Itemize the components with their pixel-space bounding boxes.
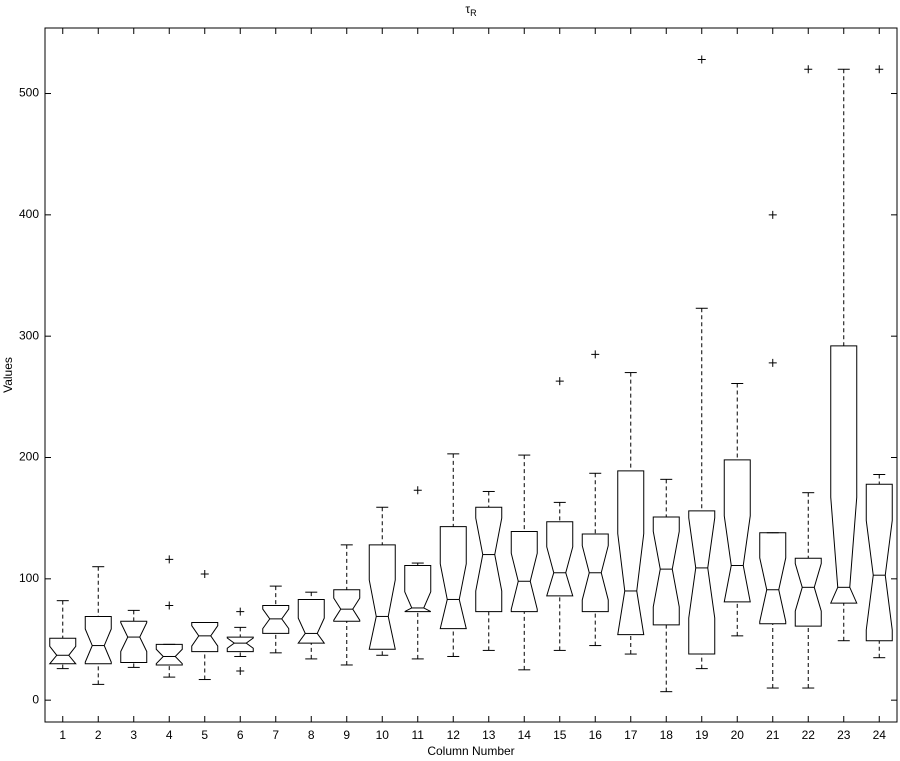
outlier [591,350,600,359]
box [191,622,219,653]
box [617,470,645,636]
box [510,531,538,613]
box [688,510,716,655]
x-tick-label: 23 [837,728,851,742]
box [759,532,787,625]
y-tick-label: 300 [19,328,39,342]
title-main: τ [465,2,470,16]
outlier [768,358,777,367]
box [404,564,432,613]
x-tick-label: 17 [624,728,638,742]
outlier [804,65,813,74]
outlier [697,55,706,64]
x-tick-label: 4 [166,728,173,742]
x-tick-label: 10 [376,728,390,742]
outlier [236,667,245,676]
outlier [768,210,777,219]
x-tick-label: 18 [660,728,674,742]
x-tick-label: 14 [518,728,532,742]
box [829,345,858,604]
box [120,620,148,664]
y-tick-label: 400 [19,207,39,221]
x-tick-label: 21 [766,728,780,742]
outlier [413,486,422,495]
box [226,636,254,653]
x-tick-label: 5 [201,728,208,742]
box [333,589,361,622]
x-tick-label: 2 [95,728,102,742]
box [368,544,396,650]
x-tick-label: 1 [59,728,66,742]
x-tick-label: 15 [553,728,567,742]
box [155,643,183,666]
x-tick-label: 3 [130,728,137,742]
y-tick-label: 100 [19,571,39,585]
y-axis-label: Values [1,357,15,393]
x-tick-label: 24 [873,728,887,742]
x-tick-label: 13 [482,728,496,742]
outlier [165,555,174,564]
outlier [236,607,245,616]
y-tick-label: 200 [19,450,39,464]
x-tick-label: 7 [272,728,279,742]
plot-frame [44,27,898,723]
title-subscript: R [470,8,477,18]
box [262,605,290,634]
x-tick-label: 16 [589,728,603,742]
x-tick-label: 9 [343,728,350,742]
x-tick-label: 6 [237,728,244,742]
y-tick-label: 500 [19,86,39,100]
outlier [165,601,174,610]
x-axis-label: Column Number [427,744,514,758]
box [84,615,112,665]
box [581,533,609,613]
outlier [555,377,564,386]
box [475,506,503,613]
outlier [875,65,884,74]
box [794,557,822,627]
x-tick-label: 19 [695,728,709,742]
x-tick-label: 22 [802,728,816,742]
x-tick-label: 8 [308,728,315,742]
x-tick-label: 12 [447,728,461,742]
box [546,521,574,597]
box [297,598,326,644]
box [652,516,680,626]
outlier [200,569,209,578]
y-tick-label: 0 [32,692,39,706]
box [439,526,467,630]
box [865,483,893,642]
x-tick-label: 20 [731,728,745,742]
box [723,459,751,603]
x-tick-label: 11 [412,728,425,742]
box [48,637,77,665]
chart-title: τR [465,2,477,18]
